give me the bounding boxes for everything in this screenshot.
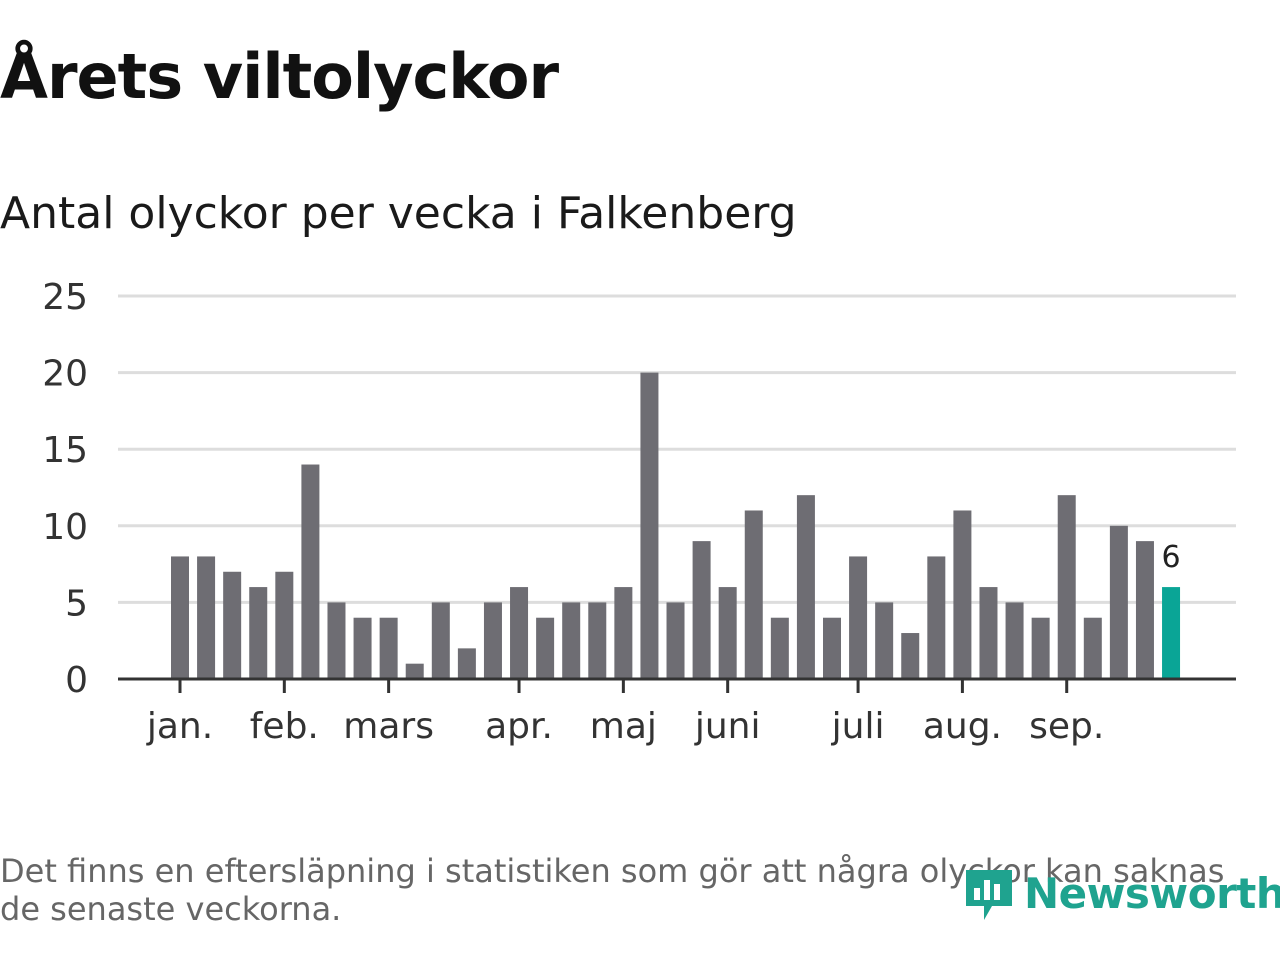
bar-week-29 bbox=[901, 633, 920, 679]
newsworthy-logo-icon bbox=[966, 870, 1012, 920]
bar-week-32 bbox=[979, 587, 998, 679]
bar-week-21 bbox=[692, 541, 711, 679]
x-tick-label-juni: juni bbox=[694, 706, 761, 747]
bar-week-23 bbox=[744, 510, 763, 679]
brand-name: Newsworthy bbox=[1024, 868, 1280, 918]
y-tick-label-25: 25 bbox=[42, 277, 88, 318]
x-tick-label-jan.: jan. bbox=[146, 706, 213, 747]
y-tick-label-20: 20 bbox=[42, 354, 88, 395]
x-tick-label-sep.: sep. bbox=[1029, 706, 1104, 747]
bar-week-3 bbox=[223, 571, 242, 679]
chart-subtitle: Antal olyckor per vecka i Falkenberg bbox=[0, 188, 797, 239]
y-axis-labels: 0 5 10 15 20 25 bbox=[42, 277, 88, 701]
bar-week-16 bbox=[562, 602, 581, 679]
bar-week-17 bbox=[588, 602, 607, 679]
bar-week-26 bbox=[823, 617, 841, 679]
y-tick-label-15: 15 bbox=[42, 430, 88, 471]
bar-week-8 bbox=[353, 617, 372, 679]
footnote: Det finns en eftersläpning i statistiken… bbox=[0, 852, 1225, 928]
bar-week-10 bbox=[405, 663, 424, 679]
bar-week-28 bbox=[875, 602, 894, 679]
x-tick-label-aug.: aug. bbox=[923, 706, 1002, 747]
bar-week-33 bbox=[1005, 602, 1024, 679]
bar-week-15 bbox=[536, 617, 555, 679]
x-tick-label-mars: mars bbox=[343, 706, 434, 747]
x-tick-label-apr.: apr. bbox=[485, 706, 553, 747]
chart-title: Årets viltolyckor bbox=[0, 40, 559, 113]
bar-current-week bbox=[1162, 587, 1181, 679]
newsworthy-logo: Newsworthy bbox=[962, 862, 1280, 924]
bar-week-2 bbox=[197, 556, 216, 679]
bar-week-1 bbox=[171, 556, 189, 679]
x-axis: jan. feb. mars apr. maj juni juli aug. sep. bbox=[118, 677, 1236, 747]
bar-week-19 bbox=[640, 372, 659, 679]
bar-week-7 bbox=[327, 602, 346, 679]
bar-week-9 bbox=[379, 617, 398, 679]
bar-week-12 bbox=[457, 648, 476, 679]
bar-week-24 bbox=[770, 617, 789, 679]
bar-week-34 bbox=[1031, 617, 1050, 679]
bar-week-37 bbox=[1109, 525, 1128, 679]
bar-week-6 bbox=[301, 464, 320, 679]
bar-week-22 bbox=[718, 587, 737, 679]
bar-week-31 bbox=[953, 510, 972, 679]
bar-week-18 bbox=[614, 587, 633, 679]
y-tick-label-0: 0 bbox=[65, 660, 88, 701]
bar-week-36 bbox=[1083, 617, 1102, 679]
bar-week-5 bbox=[275, 571, 294, 679]
bar-week-38 bbox=[1135, 541, 1154, 679]
x-tick-label-maj: maj bbox=[590, 706, 657, 747]
y-tick-label-10: 10 bbox=[42, 507, 88, 548]
bar-week-20 bbox=[666, 602, 685, 679]
bar-week-35 bbox=[1057, 495, 1076, 679]
bar-week-4 bbox=[249, 587, 268, 679]
bar-week-30 bbox=[927, 556, 946, 679]
bars: 6 bbox=[171, 372, 1181, 679]
highlight-value-label: 6 bbox=[1161, 540, 1180, 575]
bar-chart: 0 5 10 15 20 25 6 jan. feb. mars apr. maj juni juli… bbox=[42, 277, 1236, 747]
x-tick-label-juli: juli bbox=[831, 706, 885, 747]
bar-week-14 bbox=[510, 587, 529, 679]
bar-week-11 bbox=[431, 602, 450, 679]
y-tick-label-5: 5 bbox=[65, 583, 88, 624]
bar-week-13 bbox=[483, 602, 502, 679]
bar-week-25 bbox=[796, 495, 815, 679]
bar-week-27 bbox=[849, 556, 868, 679]
x-tick-label-feb.: feb. bbox=[250, 706, 319, 747]
